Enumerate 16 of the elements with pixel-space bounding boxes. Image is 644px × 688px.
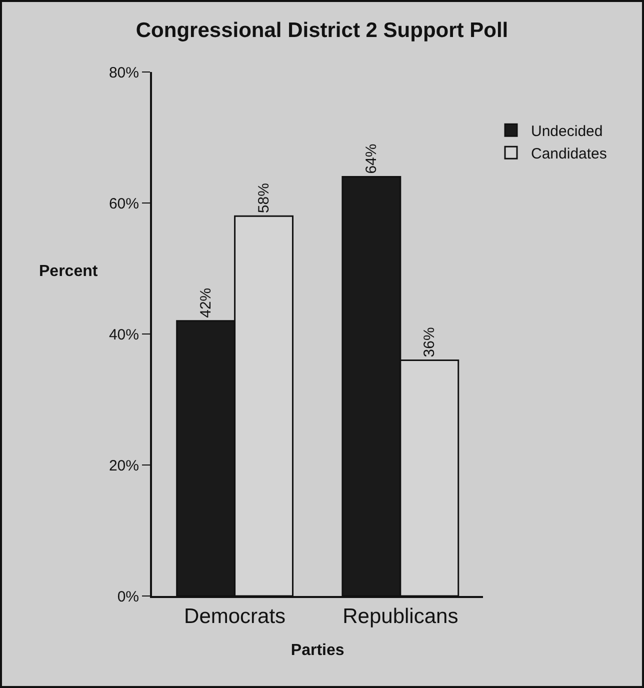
x-tick-label: Democrats — [184, 605, 286, 628]
chart-title: Congressional District 2 Support Poll — [136, 19, 508, 42]
y-tick-label: 80% — [108, 64, 139, 82]
data-label: 58% — [255, 183, 272, 214]
y-tick-label: 40% — [108, 326, 139, 344]
x-axis-title: Parties — [290, 642, 344, 659]
y-tick-label: 20% — [108, 457, 139, 474]
data-label: 42% — [197, 288, 214, 318]
legend-label: Undecided — [531, 123, 603, 140]
y-axis-title: Percent — [39, 263, 98, 280]
data-label: 36% — [420, 327, 438, 358]
x-tick-label: Republicans — [342, 605, 458, 628]
data-label: 64% — [362, 144, 380, 174]
y-tick-label: 60% — [108, 195, 139, 212]
legend-label: Candidates — [531, 146, 607, 163]
y-tick-label: 0% — [117, 588, 139, 606]
